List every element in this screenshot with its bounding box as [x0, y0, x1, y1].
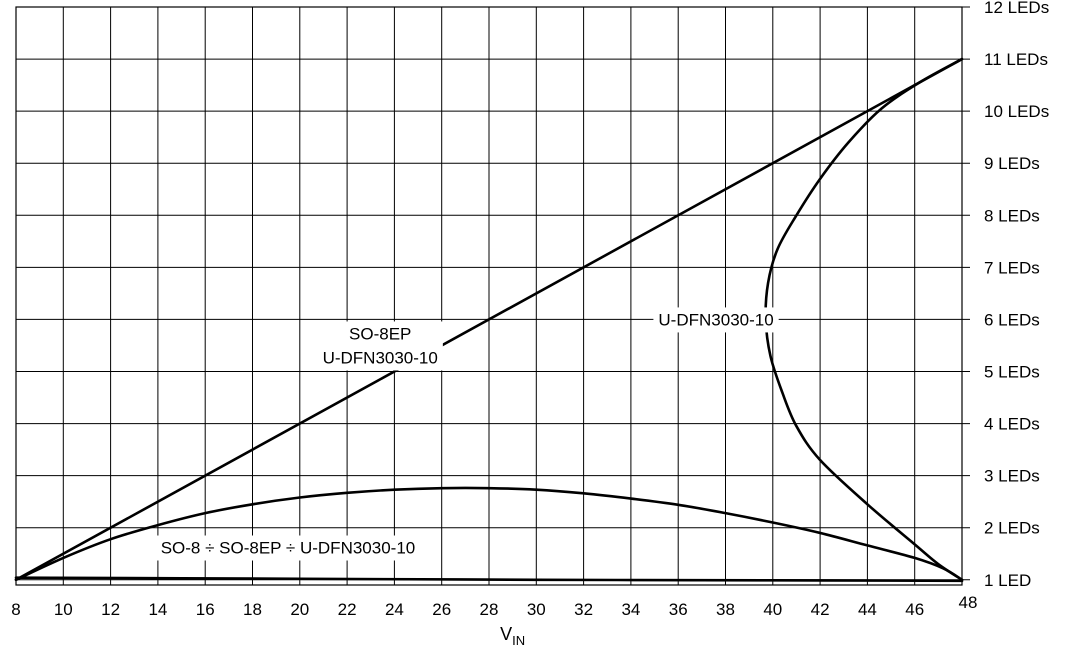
y-tick-label: 8 LEDs	[984, 206, 1040, 225]
x-tick-label: 44	[858, 600, 877, 619]
series-curve-3	[14, 576, 964, 583]
y-tick-label: 7 LEDs	[984, 258, 1040, 277]
x-tick-label: 42	[811, 600, 830, 619]
annotation-1: U-DFN3030-10	[653, 307, 779, 333]
x-tick-label: 34	[621, 600, 640, 619]
y-tick-label: 4 LEDs	[984, 415, 1040, 434]
x-tick-label: 18	[243, 600, 262, 619]
annotation-background	[653, 307, 779, 333]
x-tick-label: 26	[432, 600, 451, 619]
series-curve-2	[14, 486, 964, 582]
y-tick-label: 5 LEDs	[984, 363, 1040, 382]
annotation-background	[155, 535, 421, 561]
y-tick-label: 12 LEDs	[984, 0, 1049, 17]
grid-layer	[15, 6, 970, 585]
x-tick-label: 12	[101, 600, 120, 619]
x-tick-label: 24	[385, 600, 404, 619]
x-tick-label: 28	[480, 600, 499, 619]
y-tick-label: 11 LEDs	[984, 50, 1048, 69]
series-curve-1	[14, 57, 964, 582]
x-tick-label: 20	[290, 600, 309, 619]
annotation-label: SO-8EP	[349, 324, 411, 343]
annotation-label: SO-8 ÷ SO-8EP ÷ U-DFN3030-10	[161, 539, 416, 558]
x-tick-label: 46	[905, 600, 924, 619]
y-tick-label: 6 LEDs	[984, 310, 1040, 329]
x-axis-label: VIN	[500, 624, 525, 648]
x-tick-label: 48	[959, 593, 978, 612]
annotation-label: U-DFN3030-10	[658, 310, 773, 329]
x-tick-label: 8	[11, 600, 20, 619]
x-tick-label: 16	[196, 600, 215, 619]
y-tick-label: 2 LEDs	[984, 519, 1040, 538]
y-tick-label: 9 LEDs	[984, 154, 1040, 173]
x-tick-label: 30	[527, 600, 546, 619]
x-axis-label-subscript: IN	[512, 633, 525, 648]
y-tick-label: 3 LEDs	[984, 467, 1040, 486]
x-tick-labels: 8 10 12 14 16 18 20 22 24 26 28 30 32 34 36 38 40 42 44 46 4…	[11, 593, 977, 619]
annotation-background	[317, 321, 443, 371]
x-tick-label: 32	[574, 600, 593, 619]
x-tick-label: 40	[763, 600, 782, 619]
y-tick-label: 10 LEDs	[984, 102, 1049, 121]
x-tick-label: 14	[148, 600, 167, 619]
x-tick-label: 10	[54, 600, 73, 619]
x-axis-label-main: V	[500, 624, 512, 644]
plot-frame	[15, 6, 963, 586]
annotations-layer: U-DFN3030-10 SO-8EP U-DFN3030-10 SO-8 ÷ SO-…	[155, 307, 779, 561]
y-tick-label: 1 LED	[984, 571, 1031, 590]
x-tick-label: 36	[669, 600, 688, 619]
annotation-2: SO-8EP U-DFN3030-10	[317, 321, 443, 371]
x-tick-label: 22	[338, 600, 357, 619]
x-tick-label: 38	[716, 600, 735, 619]
annotation-3: SO-8 ÷ SO-8EP ÷ U-DFN3030-10	[155, 535, 421, 561]
annotation-label: U-DFN3030-10	[323, 348, 438, 367]
y-tick-labels: 1 LED 2 LEDs 3 LEDs 4 LEDs 5 LEDs 6 LEDs 7 LED…	[984, 0, 1049, 590]
